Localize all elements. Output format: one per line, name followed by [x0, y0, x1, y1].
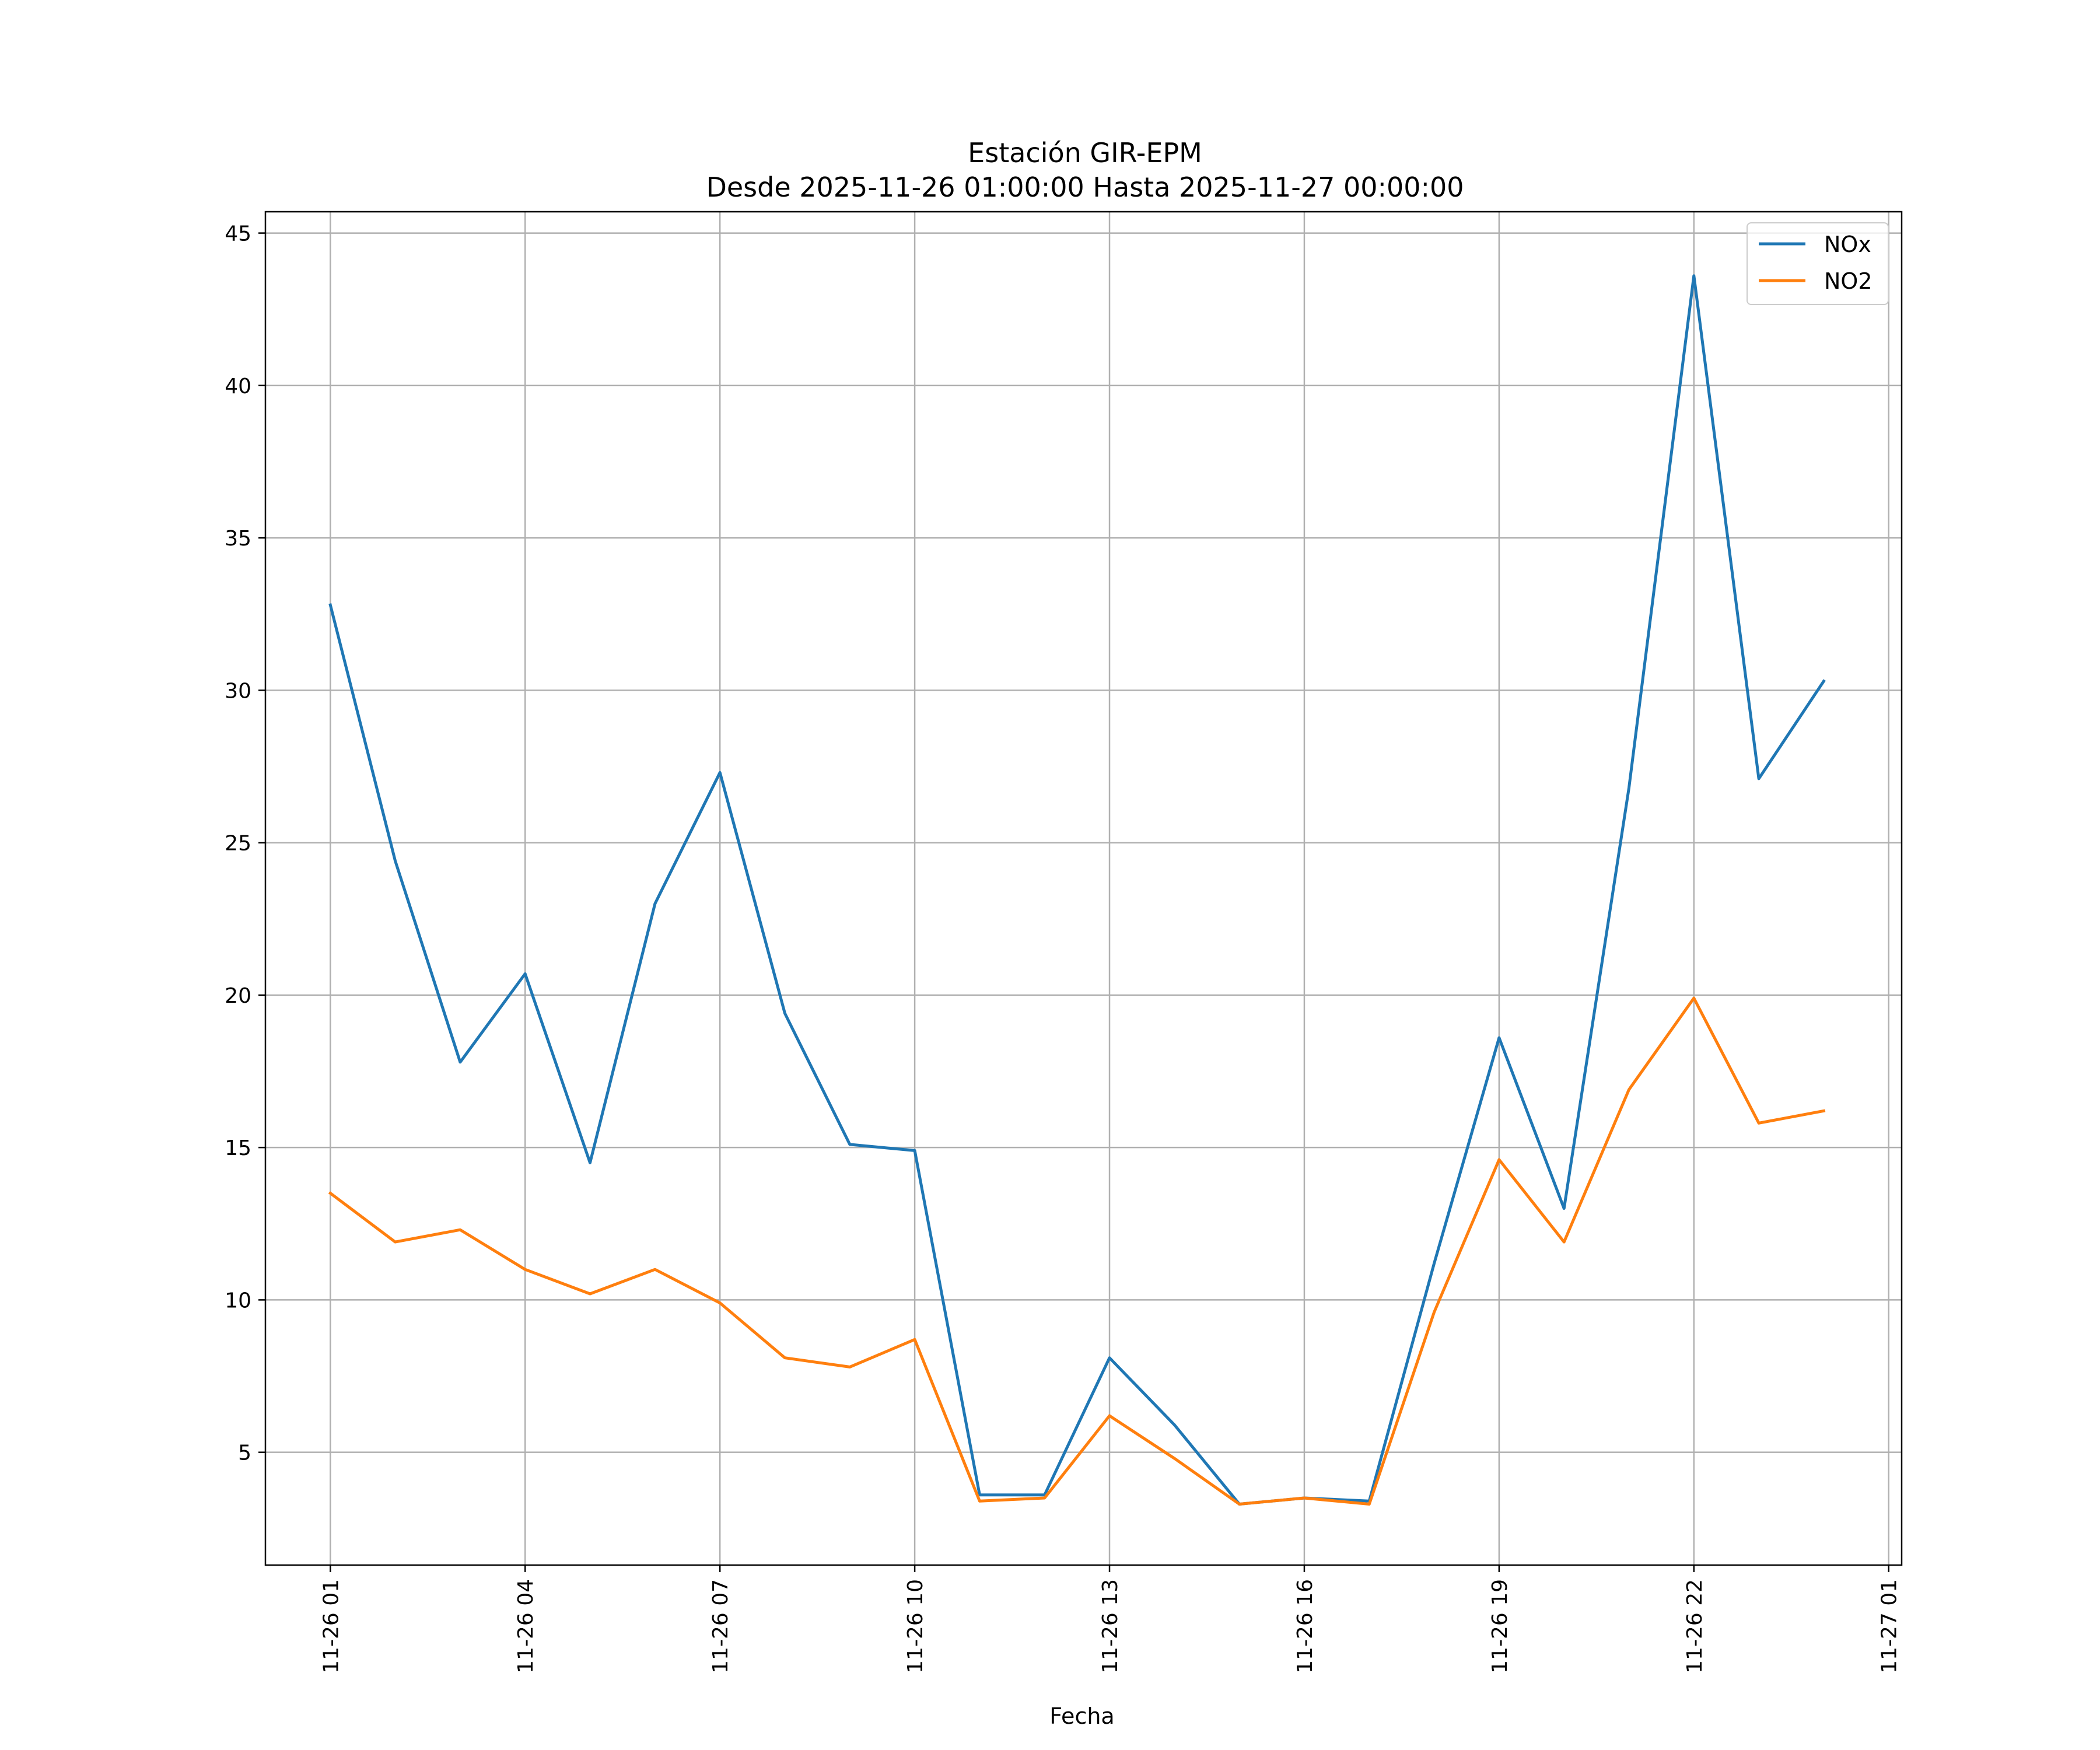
x-tick-label: 11-26 10	[904, 1579, 928, 1674]
y-tick-label: 40	[225, 374, 251, 398]
y-tick-label: 45	[225, 222, 251, 246]
y-tick-label: 25	[225, 832, 251, 856]
y-tick-label: 30	[225, 679, 251, 703]
series-group	[328, 274, 1826, 1506]
chart-subtitle: Desde 2025-11-26 01:00:00 Hasta 2025-11-…	[706, 172, 1464, 203]
x-tick-label: 11-26 16	[1293, 1579, 1317, 1674]
x-tick-label: 11-26 13	[1098, 1579, 1122, 1674]
x-axis-label: Fecha	[1049, 1703, 1114, 1729]
x-tick-label: 11-26 01	[319, 1579, 343, 1674]
legend-label-no2: NO2	[1824, 268, 1873, 294]
legend: NOx NO2	[1746, 222, 1889, 305]
y-tick-label: 35	[225, 527, 251, 551]
y-tick-label: 15	[225, 1136, 251, 1160]
y-tick-label: 5	[238, 1441, 251, 1465]
x-tick-label: 11-26 19	[1488, 1579, 1512, 1674]
x-axis-ticks: 11-26 01 11-26 04 11-26 07 11-26 10 11-26 13…	[319, 1565, 1902, 1674]
x-tick-label: 11-26 07	[709, 1579, 733, 1674]
legend-label-nox: NOx	[1824, 232, 1871, 257]
plot-area-frame	[264, 211, 1903, 1566]
x-tick-label: 11-27 01	[1878, 1579, 1902, 1674]
y-axis-ticks: 5 10 15 20 25 30 35 40 45	[225, 222, 265, 1465]
x-tick-label: 11-26 04	[514, 1579, 538, 1674]
y-tick-label: 20	[225, 984, 251, 1008]
series-line-nox	[328, 274, 1826, 1506]
x-tick-label: 11-26 22	[1683, 1579, 1707, 1674]
chart-title: Estación GIR-EPM	[968, 137, 1202, 169]
series-line-no2	[328, 996, 1826, 1506]
y-tick-label: 10	[225, 1289, 251, 1312]
grid	[265, 212, 1902, 1565]
